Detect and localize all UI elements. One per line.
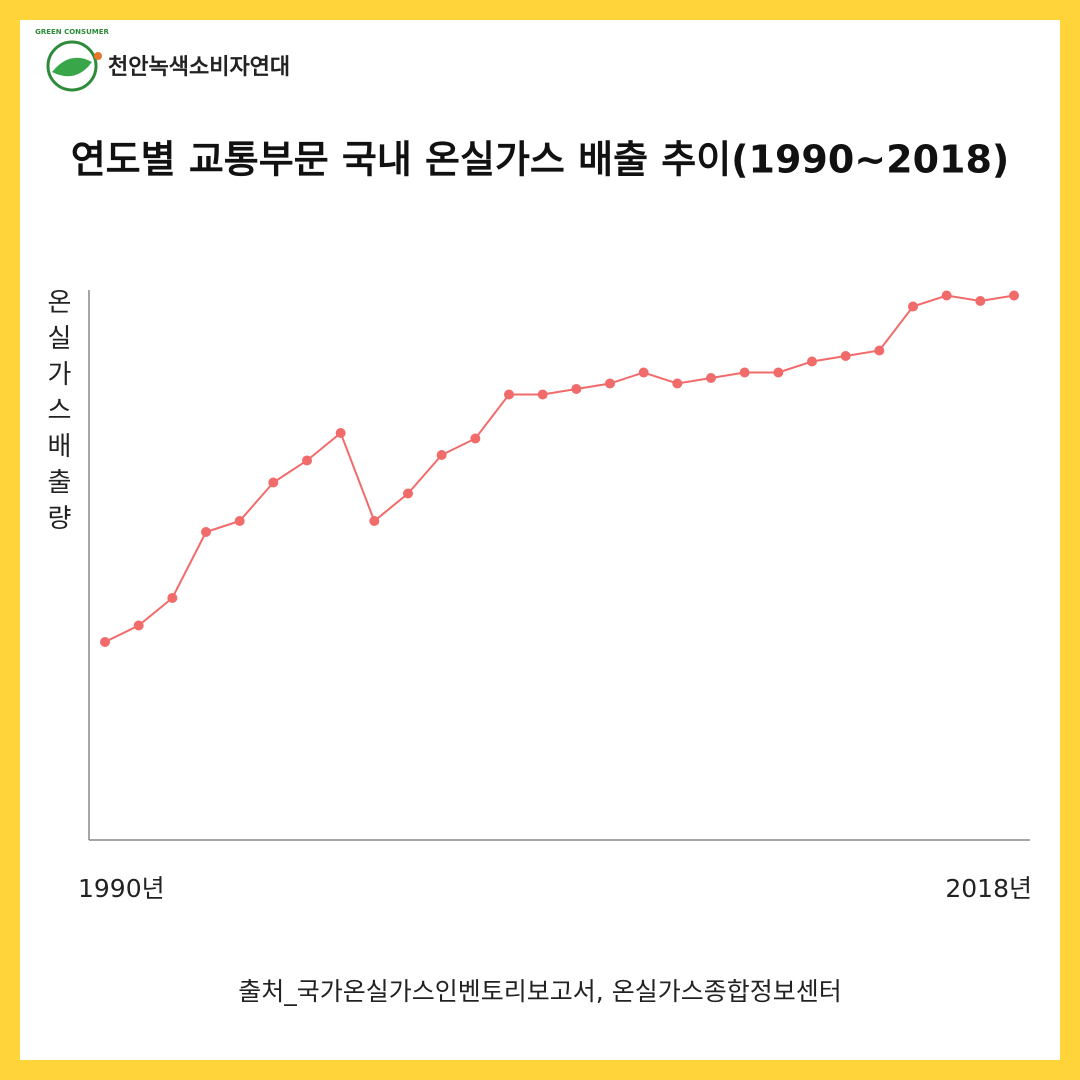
point [638, 367, 649, 378]
point [302, 455, 312, 466]
chart-title: 연도별 교통부문 국내 온실가스 배출 추이(1990~2018) [71, 138, 1010, 182]
point [167, 593, 178, 603]
point [840, 351, 851, 361]
point [672, 378, 683, 389]
point [773, 367, 784, 378]
point [706, 373, 716, 383]
point [436, 450, 447, 460]
point [470, 433, 481, 444]
point [234, 516, 245, 526]
source: 출처_국가온실가스인벤토리보고서, 온실가스종합정보센터 [238, 977, 841, 1006]
point [268, 477, 279, 488]
point [1009, 290, 1019, 301]
point [133, 620, 144, 631]
logo-mark: GREEN CONSUMER [35, 28, 109, 36]
point [739, 367, 750, 378]
point [975, 296, 986, 306]
point [201, 527, 211, 537]
point [504, 389, 514, 400]
logo-dot [94, 52, 102, 60]
point [537, 389, 548, 400]
point [335, 428, 346, 438]
x-tick-label: 2018년 [945, 874, 1032, 903]
card [20, 20, 1060, 1060]
y-axis-label: 온실가스배출량 [42, 288, 72, 540]
x-tick-label: 1990년 [78, 874, 165, 903]
point [571, 384, 582, 394]
point [403, 488, 413, 499]
org-name: 천안녹색소비자연대 [108, 55, 290, 80]
line [104, 294, 1015, 643]
point [874, 345, 885, 356]
point [100, 637, 110, 647]
point [908, 301, 918, 312]
point [605, 378, 615, 389]
point [369, 516, 380, 526]
logo-leaf [52, 57, 92, 77]
point [941, 290, 952, 301]
point [807, 356, 817, 367]
logo: GREEN CONSUMER 천안녹색소비자연대 [35, 28, 290, 92]
